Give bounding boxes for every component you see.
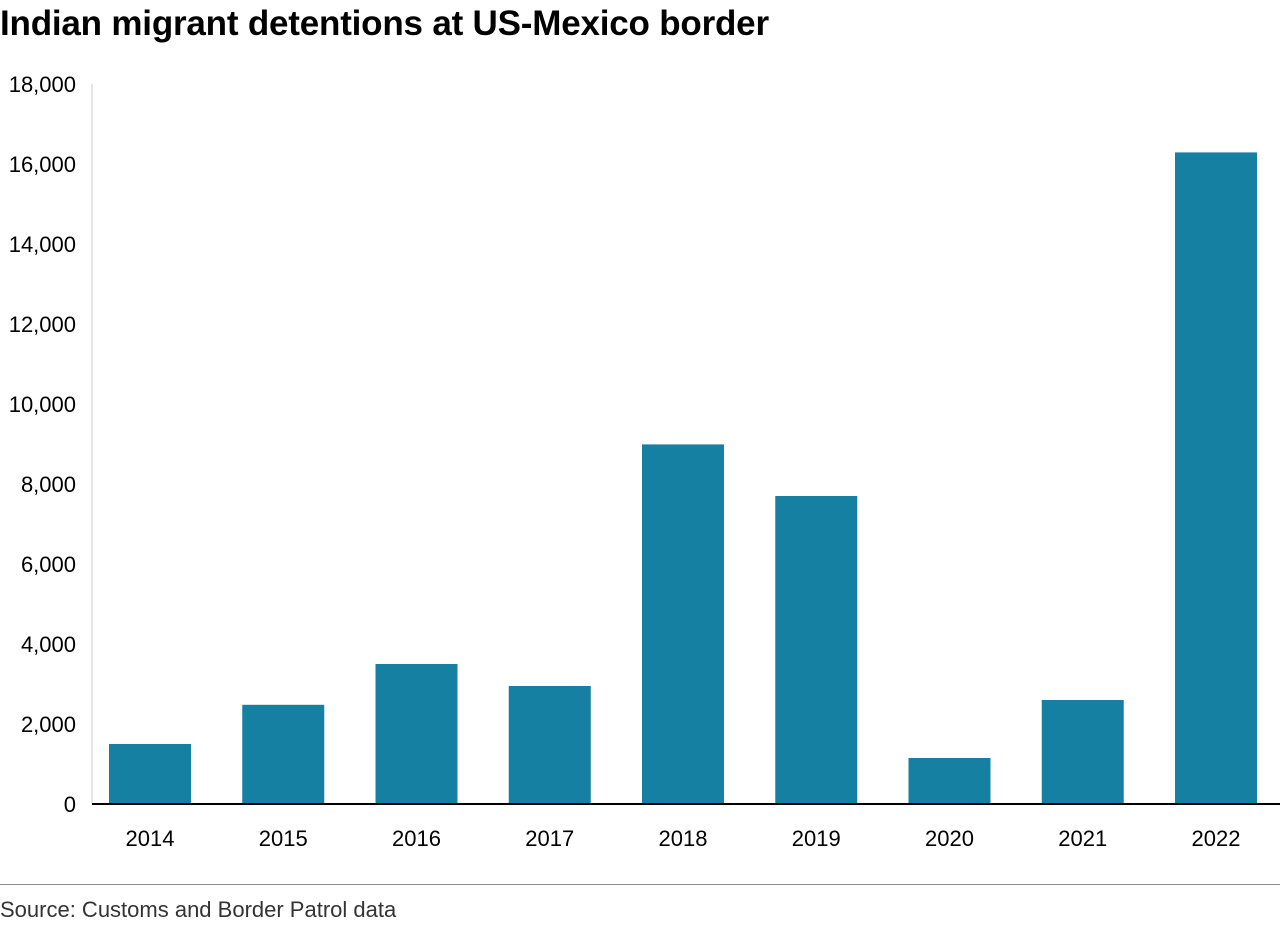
x-tick-label: 2014	[126, 826, 175, 851]
y-tick-label: 10,000	[9, 392, 76, 417]
bar-2017	[508, 686, 591, 804]
source-note: Source: Customs and Border Patrol data	[0, 897, 397, 922]
x-tick-label: 2020	[925, 826, 974, 851]
bar-chart: 0 2,000 4,000 6,000 8,000 10,000 12,000 14,000 1…	[9, 72, 1280, 851]
bar-2016	[375, 664, 458, 804]
bar-2019	[775, 496, 858, 804]
bar-2014	[109, 744, 191, 804]
bar-2020	[908, 758, 991, 804]
x-tick-label: 2015	[259, 826, 308, 851]
y-tick-label: 18,000	[9, 72, 76, 97]
x-tick-label: 2018	[659, 826, 708, 851]
x-tick-label: 2022	[1192, 826, 1241, 851]
y-axis-tick-labels: 0 2,000 4,000 6,000 8,000 10,000 12,000 14,000 1…	[9, 72, 76, 817]
y-tick-label: 2,000	[21, 712, 76, 737]
y-tick-label: 14,000	[9, 232, 76, 257]
y-tick-label: 0	[64, 792, 76, 817]
y-tick-label: 4,000	[21, 632, 76, 657]
x-tick-label: 2017	[525, 826, 574, 851]
y-tick-label: 6,000	[21, 552, 76, 577]
x-tick-label: 2016	[392, 826, 441, 851]
y-tick-label: 8,000	[21, 472, 76, 497]
x-tick-label: 2019	[792, 826, 841, 851]
y-tick-label: 12,000	[9, 312, 76, 337]
x-axis-tick-labels: 2014 2015 2016 2017 2018 2019 2020 2021 2022	[126, 826, 1241, 851]
bar-2021	[1041, 700, 1124, 804]
x-tick-label: 2021	[1058, 826, 1107, 851]
chart-title: Indian migrant detentions at US-Mexico b…	[0, 4, 769, 43]
bars	[109, 152, 1257, 804]
bar-2022	[1175, 152, 1257, 804]
source-divider	[0, 884, 1280, 885]
y-tick-label: 16,000	[9, 152, 76, 177]
bar-2015	[242, 704, 325, 804]
bar-2018	[642, 444, 724, 804]
